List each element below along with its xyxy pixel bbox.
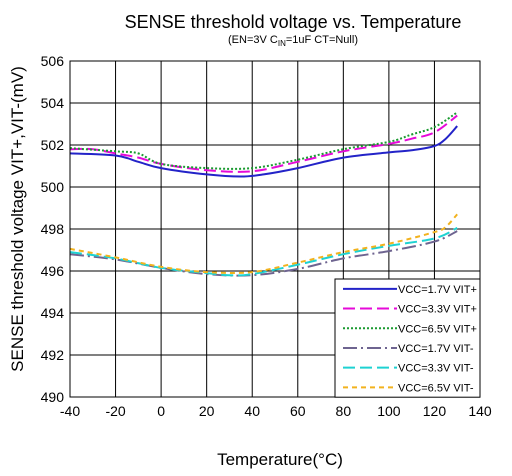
chart-subtitle-subscript: IN [278, 39, 286, 48]
x-axis-label: Temperature(°C) [217, 450, 343, 469]
legend-label-4: VCC=1.7V VIT- [398, 343, 474, 355]
legend-label-2: VCC=3.3V VIT+ [398, 304, 477, 316]
x-tick-label: 120 [423, 403, 447, 419]
y-tick-label: 490 [41, 389, 65, 405]
x-tick-label: 40 [244, 403, 260, 419]
legend-label-3: VCC=6.5V VIT+ [398, 323, 477, 335]
y-tick-label: 506 [41, 53, 65, 69]
y-tick-label: 494 [41, 305, 65, 321]
y-tick-label: 504 [41, 95, 65, 111]
series-line-1 [69, 125, 458, 178]
legend-label-5: VCC=3.3V VIT- [398, 363, 474, 375]
chart-title: SENSE threshold voltage vs. Temperature [125, 12, 462, 32]
x-tick-label: 140 [468, 403, 492, 419]
chart-subtitle-part1: (EN=3V C [228, 34, 278, 46]
series-lines [69, 111, 458, 277]
y-tick-label: 498 [41, 221, 65, 237]
y-tick-label: 492 [41, 347, 65, 363]
series-line-3 [69, 111, 458, 170]
x-tick-label: -40 [60, 403, 80, 419]
x-tick-label: 80 [336, 403, 352, 419]
x-tick-label: -20 [105, 403, 125, 419]
series-line-4 [69, 230, 458, 277]
plot-frame [69, 60, 481, 398]
y-tick-label: 502 [41, 137, 65, 153]
legend-label-1: VCC=1.7V VIT+ [398, 284, 477, 296]
series-line-5 [69, 226, 458, 277]
x-tick-label: 20 [199, 403, 215, 419]
chart-subtitle-part2: =1uF CT=Null) [286, 34, 358, 46]
chart-subtitle: (EN=3V CIN=1uF CT=Null) [228, 34, 358, 48]
legend-box [334, 278, 481, 398]
y-tick-label: 500 [41, 179, 65, 195]
tick-labels: -40 -20 0 20 40 60 80 100 120 140 490 492 494 496 498 5… [41, 53, 492, 419]
legend: VCC=1.7V VIT+ VCC=3.3V VIT+ VCC=6.5V VIT+ V… [334, 278, 481, 398]
x-tick-label: 0 [157, 403, 165, 419]
y-axis-label: SENSE threshold voltage VIT+,VIT-(mV) [8, 66, 27, 372]
x-tick-label: 100 [377, 403, 401, 419]
series-line-2 [69, 114, 458, 173]
x-tick-label: 60 [290, 403, 306, 419]
legend-label-6: VCC=6.5V VIT- [398, 382, 474, 394]
y-tick-label: 496 [41, 263, 65, 279]
